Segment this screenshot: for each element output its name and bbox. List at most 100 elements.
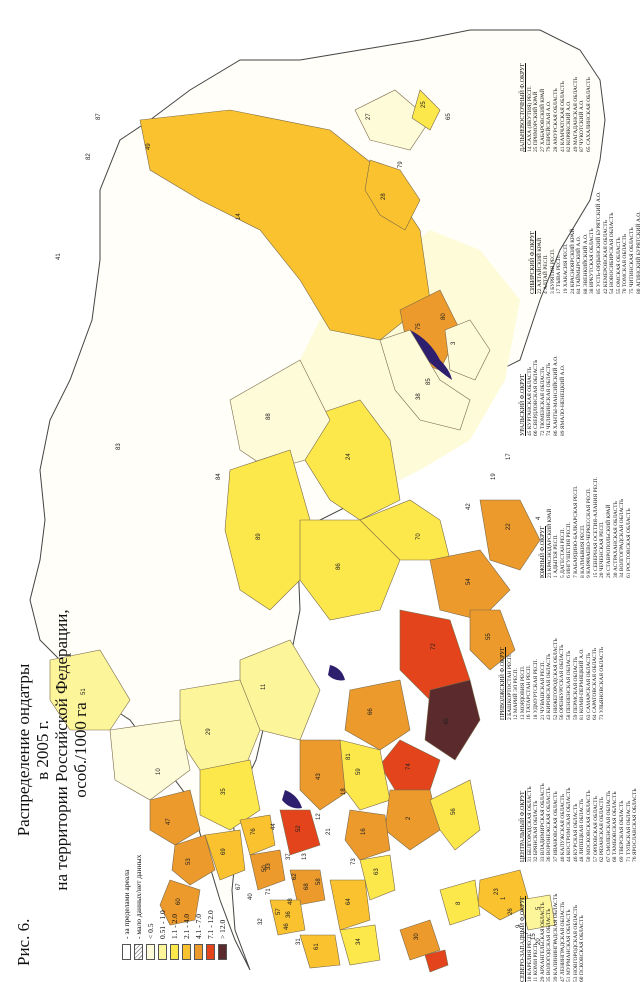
title-line-1: Распределение ондатры (14, 663, 33, 837)
legend-label: 2.1 - 4.0 (181, 914, 191, 939)
district-region-item: 48 ЛИПЕЦКАЯ ОБЛАСТЬ (579, 798, 586, 862)
legend-label: 4.1 - 7.0 (193, 914, 203, 939)
legend-label: 0.51 - 1.0 (157, 910, 167, 939)
district-region-item: 55 ОМСКАЯ ОБЛАСТЬ (615, 237, 622, 294)
region-label-27: 27 (366, 113, 372, 120)
district-region-item: 88 ЭВЕНКИЙСКИЙ А.О. (582, 233, 589, 294)
district-region-item: 86 ХАНТЫ-МАНСИЙСКИЙ А.О. (552, 355, 559, 436)
region-label-87: 87 (96, 113, 102, 120)
region-label-67: 67 (236, 883, 242, 890)
district-region-item: 31 БЕЛГОРОДСКАЯ ОБЛАСТЬ (526, 786, 533, 862)
region-label-22: 22 (506, 523, 512, 530)
region-50-moscow (249, 849, 286, 891)
district-region-item: 54 НОВОСИБИРСКАЯ ОБЛАСТЬ (609, 212, 616, 294)
region-label-55: 55 (486, 633, 492, 640)
region-label-52: 52 (296, 825, 302, 832)
district-region-item: 19 ХАКАСИЯ РЕСП. (562, 243, 569, 294)
region-label-56: 56 (451, 808, 457, 815)
region-label-75: 75 (416, 323, 422, 330)
region-label-4: 4 (536, 516, 542, 520)
region-47-leningrad (149, 789, 201, 846)
legend-label: - мало данных/нет данных (133, 854, 143, 939)
district-region-item: 56 ОРЕНБУРГСКАЯ ОБЛАСТЬ (559, 644, 566, 720)
region-88-evenkia (229, 359, 331, 471)
district-title: ПРИВОЛЖСКИЙ Ф.ОКРУГ (500, 647, 506, 720)
district-region-item: 62 РЯЗАНСКАЯ ОБЛАСТЬ (599, 797, 606, 862)
district-region-item: 64 САРАТОВСКАЯ ОБЛАСТЬ (592, 648, 599, 720)
region-label-89: 89 (256, 533, 262, 540)
district-region-item: 53 НОВГОРОДСКАЯ ОБЛАСТЬ (572, 904, 579, 982)
district-region-item: 4 АЛТАЙ РЕСП. (543, 254, 550, 294)
region-label-84: 84 (216, 473, 222, 480)
district-region-item: 50 МОСКОВСКАЯ ОБЛАСТЬ (585, 790, 592, 862)
region-label-45: 45 (444, 718, 450, 725)
region-label-3: 3 (451, 341, 457, 345)
region-label-76: 76 (251, 828, 257, 835)
district-title: СИБИРСКИЙ Ф.ОКРУГ (530, 230, 536, 294)
region-label-26: 26 (508, 908, 514, 915)
district-region-item: 28 АМУРСКАЯ ОБЛАСТЬ (552, 88, 559, 152)
region-label-80: 80 (441, 313, 447, 320)
district-region-item: 61 РОСТОВСКАЯ ОБЛАСТЬ (625, 508, 632, 578)
district-region-item: 35 ВОЛОГОДСКАЯ ОБЛАСТЬ (546, 908, 553, 982)
federal-districts-list: СЕВЕРО-ЗАПАДНЫЙ Ф.ОКРУГ 10 КАРЕЛИЯ РЕСП. 1… (500, 0, 640, 982)
district-region-item: 44 КОСТРОМСКАЯ ОБЛАСТЬ (566, 787, 573, 862)
region-63-samara (359, 854, 396, 901)
district-region-item: 17 ТЫВА РЕСП. (556, 254, 563, 294)
region-22-altai (479, 499, 541, 571)
district-region-item: 29 АРХАНГЕЛЬСКАЯ ОБЛАСТЬ (539, 902, 546, 982)
legend-item: 0.51 - 1.0 (156, 810, 168, 960)
region-45-kurgan (424, 679, 481, 761)
region-label-34: 34 (356, 938, 362, 945)
region-label-63: 63 (374, 868, 380, 875)
figure-title: Рис. 6. Распределение ондатры в 2005 г. … (14, 540, 90, 966)
region-27-khabarovsk (354, 89, 431, 151)
region-label-82: 82 (86, 153, 92, 160)
legend-label: 1.1 - 2.0 (169, 914, 179, 939)
region-label-61: 61 (314, 943, 320, 950)
title-line-3: на территории Российской Федерации, (52, 609, 71, 891)
region-label-47: 47 (166, 818, 172, 825)
region-30-astrakhan (399, 919, 441, 961)
district-region-item: 70 ТОМСКАЯ ОБЛАСТЬ (622, 234, 629, 294)
district-region-item: 26 СТАВРОПОЛЬСКИЙ КРАЙ (605, 504, 612, 578)
district-region-item: 74 ЧЕЛЯБИНСКАЯ ОБЛАСТЬ (546, 362, 553, 436)
region-54-novosibirsk (429, 549, 511, 621)
district-region-item: 60 ПСКОВСКАЯ ОБЛАСТЬ (579, 915, 586, 982)
lake-baikal (410, 330, 452, 380)
title-line-4: особ./1000 га (71, 702, 90, 798)
district-region-item: 46 КУРСКАЯ ОБЛАСТЬ (572, 803, 579, 862)
region-56-orenburg (429, 779, 481, 851)
region-label-19: 19 (491, 473, 497, 480)
legend: - за пределами ареала - мало данных/нет д… (120, 810, 228, 960)
region-label-11: 11 (261, 683, 267, 690)
region-label-5: 5 (536, 906, 542, 910)
district-list: ПРИВОЛЖСКИЙ Ф.ОКРУГ 2 БАШКОРТОСТАН РЕСП. 1… (500, 602, 606, 720)
region-label-64: 64 (346, 898, 352, 905)
region-label-36: 36 (286, 911, 292, 918)
district-region-item: 76 ЯРОСЛАВСКАЯ ОБЛАСТЬ (632, 788, 639, 862)
region-label-88: 88 (266, 413, 272, 420)
region-36-voronezh (269, 899, 306, 936)
legend-item: 7.1 - 12.0 (204, 810, 216, 960)
legend-swatch (205, 944, 215, 960)
region-label-8: 8 (456, 901, 462, 905)
district-region-item: 65 САХАЛИНСКАЯ ОБЛАСТЬ (585, 77, 592, 152)
region-60-pskov (159, 879, 201, 926)
district-region-item: 10 КАРЕЛИЯ РЕСП. (526, 932, 533, 982)
region-label-48: 48 (288, 898, 294, 905)
district-region-item: 72 ТЮМЕНСКАЯ ОБЛАСТЬ (539, 366, 546, 436)
region-label-70: 70 (416, 533, 422, 540)
region-label-20: 20 (536, 938, 542, 945)
region-label-68: 68 (304, 883, 310, 890)
region-number-labels: 1011295135534760697644373350674032577162… (56, 101, 542, 950)
region-34-volgograd (339, 924, 381, 966)
legend-swatch (133, 944, 143, 960)
region-label-49: 49 (146, 143, 152, 150)
region-label-73: 73 (351, 858, 357, 865)
region-label-16: 16 (361, 828, 367, 835)
region-label-9: 9 (516, 924, 522, 928)
region-label-42: 42 (466, 503, 472, 510)
region-label-74: 74 (406, 763, 412, 770)
